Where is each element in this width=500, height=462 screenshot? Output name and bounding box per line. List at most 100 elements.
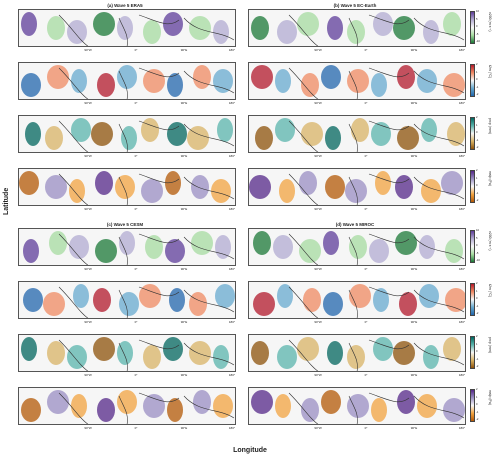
- anomaly-blob: [49, 231, 67, 255]
- anomaly-blob: [193, 65, 211, 89]
- colorbar-tick: -1: [476, 191, 479, 195]
- anomaly-blob: [419, 284, 439, 308]
- anomaly-blob: [323, 231, 339, 255]
- anomaly-blob: [121, 126, 137, 150]
- longitude-tick: 90°E: [180, 373, 188, 377]
- longitude-tick: 90°E: [410, 320, 418, 324]
- anomaly-blob: [141, 179, 163, 203]
- anomaly-blob: [189, 341, 211, 365]
- colorbar-tick: -10: [476, 259, 480, 262]
- coastline: [288, 392, 465, 424]
- panel-title-d: (d) Wave 5 MIROC: [335, 222, 375, 227]
- colorbar-tick: -2: [476, 312, 479, 315]
- longitude-tick: 90°E: [180, 426, 188, 430]
- colorbar-tick: 2: [476, 169, 478, 172]
- coastline: [58, 173, 235, 205]
- anomaly-blob: [145, 235, 163, 259]
- map-panel-mslp: [18, 387, 236, 425]
- longitude-tick: 180°: [228, 154, 236, 158]
- anomaly-blob: [71, 118, 91, 142]
- longitude-tick: 180°: [228, 426, 236, 430]
- coastline: [288, 14, 465, 46]
- anomaly-blob: [193, 390, 211, 414]
- longitude-tick: 180°: [228, 48, 236, 52]
- anomaly-blob: [117, 65, 137, 89]
- anomaly-blob: [97, 73, 115, 97]
- coastline: [288, 67, 465, 99]
- longitude-tick: 180°: [458, 320, 466, 324]
- anomaly-blob: [191, 175, 209, 199]
- longitude-tick: 90°E: [180, 154, 188, 158]
- anomaly-blob: [419, 235, 435, 259]
- anomaly-blob: [251, 16, 269, 40]
- anomaly-blob: [47, 341, 65, 365]
- longitude-tick: 0°: [134, 320, 138, 324]
- map-field: [21, 12, 235, 46]
- anomaly-blob: [273, 235, 293, 259]
- map-field: [23, 231, 235, 265]
- anomaly-blob: [71, 394, 87, 418]
- anomaly-blob: [321, 65, 341, 89]
- anomaly-blob: [143, 394, 165, 418]
- longitude-tick: 0°: [364, 320, 368, 324]
- longitude-tick: 180°: [228, 207, 236, 211]
- coastline: [58, 286, 235, 318]
- panel-title-a: (a) Wave 5 ERA5: [107, 3, 143, 8]
- colorbar-tick: 1: [476, 70, 478, 74]
- colorbar-tick: -1: [476, 138, 479, 142]
- anomaly-blob: [347, 69, 369, 93]
- colorbar-tick: 5: [476, 236, 478, 240]
- anomaly-blob: [441, 171, 463, 195]
- map-panel-v200: [248, 9, 466, 47]
- anomaly-blob: [141, 118, 159, 142]
- anomaly-blob: [45, 126, 63, 150]
- colorbar-tick: 1: [476, 395, 478, 399]
- map-panel-mslp: [18, 168, 236, 206]
- colorbar-tick: 2: [476, 63, 478, 66]
- anomaly-blob: [277, 284, 293, 308]
- colorbar-tick: 0: [476, 297, 478, 300]
- coastline: [288, 173, 465, 205]
- anomaly-blob: [187, 126, 209, 150]
- map-panel-t2m: [18, 281, 236, 319]
- colorbar-tick: -2: [476, 199, 479, 202]
- anomaly-blob: [349, 284, 371, 308]
- anomaly-blob: [139, 284, 161, 308]
- anomaly-blob: [93, 288, 111, 312]
- colorbar-tick: -2: [476, 418, 479, 421]
- anomaly-blob: [369, 239, 389, 263]
- colorbar-tick: 1: [476, 289, 478, 293]
- longitude-tick: 90°W: [84, 207, 92, 211]
- anomaly-blob: [167, 73, 183, 97]
- anomaly-blob: [299, 171, 317, 195]
- colorbar-tick: -2: [476, 146, 479, 149]
- colorbar-tick: 1: [476, 342, 478, 346]
- colorbar-tick: 0: [476, 350, 478, 353]
- coastline: [288, 286, 465, 318]
- anomaly-blob: [423, 20, 439, 44]
- anomaly-blob: [277, 20, 297, 44]
- map-field: [253, 284, 465, 318]
- longitude-tick: 90°E: [410, 48, 418, 52]
- anomaly-blob: [327, 16, 343, 40]
- colorbar-tick: 10: [476, 10, 479, 13]
- anomaly-blob: [373, 288, 389, 312]
- colorbar-tick: 1: [476, 176, 478, 180]
- anomaly-blob: [251, 341, 269, 365]
- anomaly-blob: [67, 345, 87, 369]
- map-field: [21, 337, 235, 371]
- longitude-tick: 90°E: [410, 426, 418, 430]
- colorbar-tick: 0: [476, 184, 478, 187]
- colorbar-t2m: [470, 64, 475, 97]
- anomaly-blob: [443, 337, 461, 361]
- longitude-tick: 180°: [458, 48, 466, 52]
- anomaly-blob: [371, 122, 391, 146]
- colorbar-tick: 0: [476, 25, 478, 28]
- anomaly-blob: [21, 73, 41, 97]
- longitude-tick: 90°W: [314, 267, 322, 271]
- anomaly-blob: [189, 16, 211, 40]
- anomaly-blob: [275, 394, 291, 418]
- anomaly-blob: [417, 394, 437, 418]
- colorbar-tick: -2: [476, 365, 479, 368]
- anomaly-blob: [69, 235, 89, 259]
